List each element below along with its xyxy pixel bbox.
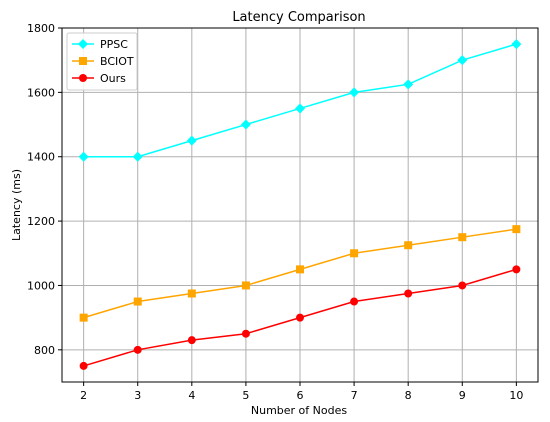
x-tick-label: 8 xyxy=(405,389,412,402)
legend: PPSC BCIOT Ours xyxy=(66,32,138,91)
data-point-ours xyxy=(404,289,413,298)
data-point-bciot xyxy=(350,249,359,258)
legend-label-ppsc: PPSC xyxy=(100,38,128,51)
data-point-ppsc xyxy=(132,151,143,162)
data-point-ours xyxy=(296,313,304,322)
x-axis-label: Number of Nodes xyxy=(251,404,347,417)
y-axis: 800 1000 1200 1400 1600 1800 xyxy=(27,22,62,357)
data-point-bciot xyxy=(79,313,88,322)
data-point-bciot xyxy=(458,233,467,242)
y-axis-label: Latency (ms) xyxy=(10,169,23,241)
x-tick-label: 7 xyxy=(351,389,358,402)
x-tick-label: 3 xyxy=(134,389,141,402)
y-tick-label: 1600 xyxy=(27,86,55,99)
y-tick-label: 800 xyxy=(34,344,55,357)
data-point-ours xyxy=(350,297,359,306)
x-tick-label: 5 xyxy=(242,389,249,402)
legend-label-bciot: BCIOT xyxy=(100,55,134,68)
grid xyxy=(62,27,538,382)
data-point-ppsc xyxy=(511,39,522,50)
data-point-ppsc xyxy=(186,135,197,146)
y-tick-label: 1000 xyxy=(27,279,55,292)
data-point-ours xyxy=(458,281,467,290)
data-point-ppsc xyxy=(403,79,414,90)
data-point-bciot xyxy=(404,241,413,250)
series-layer xyxy=(78,39,522,370)
data-point-ours xyxy=(79,361,88,370)
y-tick-label: 1800 xyxy=(27,22,55,35)
data-point-ppsc xyxy=(349,87,360,98)
series-ours xyxy=(79,265,521,370)
legend-label-ours: Ours xyxy=(100,72,126,85)
y-tick-label: 1400 xyxy=(27,151,55,164)
data-point-bciot xyxy=(241,281,250,290)
chart-title: Latency Comparison xyxy=(232,10,365,25)
x-tick-label: 10 xyxy=(509,389,523,402)
x-tick-label: 2 xyxy=(80,389,87,402)
x-tick-label: 6 xyxy=(297,389,304,402)
y-tick-label: 1200 xyxy=(27,215,55,228)
data-point-bciot xyxy=(512,225,521,234)
data-point-bciot xyxy=(296,265,304,274)
data-point-ours xyxy=(133,345,142,354)
series-ppsc xyxy=(78,39,522,162)
legend-marker-ppsc xyxy=(78,39,88,49)
data-point-bciot xyxy=(187,289,196,298)
data-point-ours xyxy=(512,265,521,274)
x-tick-label: 9 xyxy=(459,389,466,402)
legend-item-bciot: BCIOT xyxy=(72,55,134,68)
x-axis: 2 3 4 5 6 7 8 9 10 xyxy=(80,382,523,402)
legend-item-ppsc: PPSC xyxy=(72,38,128,51)
data-point-ppsc xyxy=(78,151,89,162)
series-bciot xyxy=(79,225,521,322)
data-point-bciot xyxy=(133,297,142,306)
legend-item-ours: Ours xyxy=(72,72,126,85)
legend-marker-bciot xyxy=(79,57,87,65)
data-point-ppsc xyxy=(457,55,468,66)
data-point-ours xyxy=(187,336,196,345)
x-tick-label: 4 xyxy=(188,389,195,402)
legend-marker-ours xyxy=(79,74,87,82)
data-point-ppsc xyxy=(240,119,251,130)
data-point-ours xyxy=(241,329,250,338)
data-point-ppsc xyxy=(295,103,305,114)
